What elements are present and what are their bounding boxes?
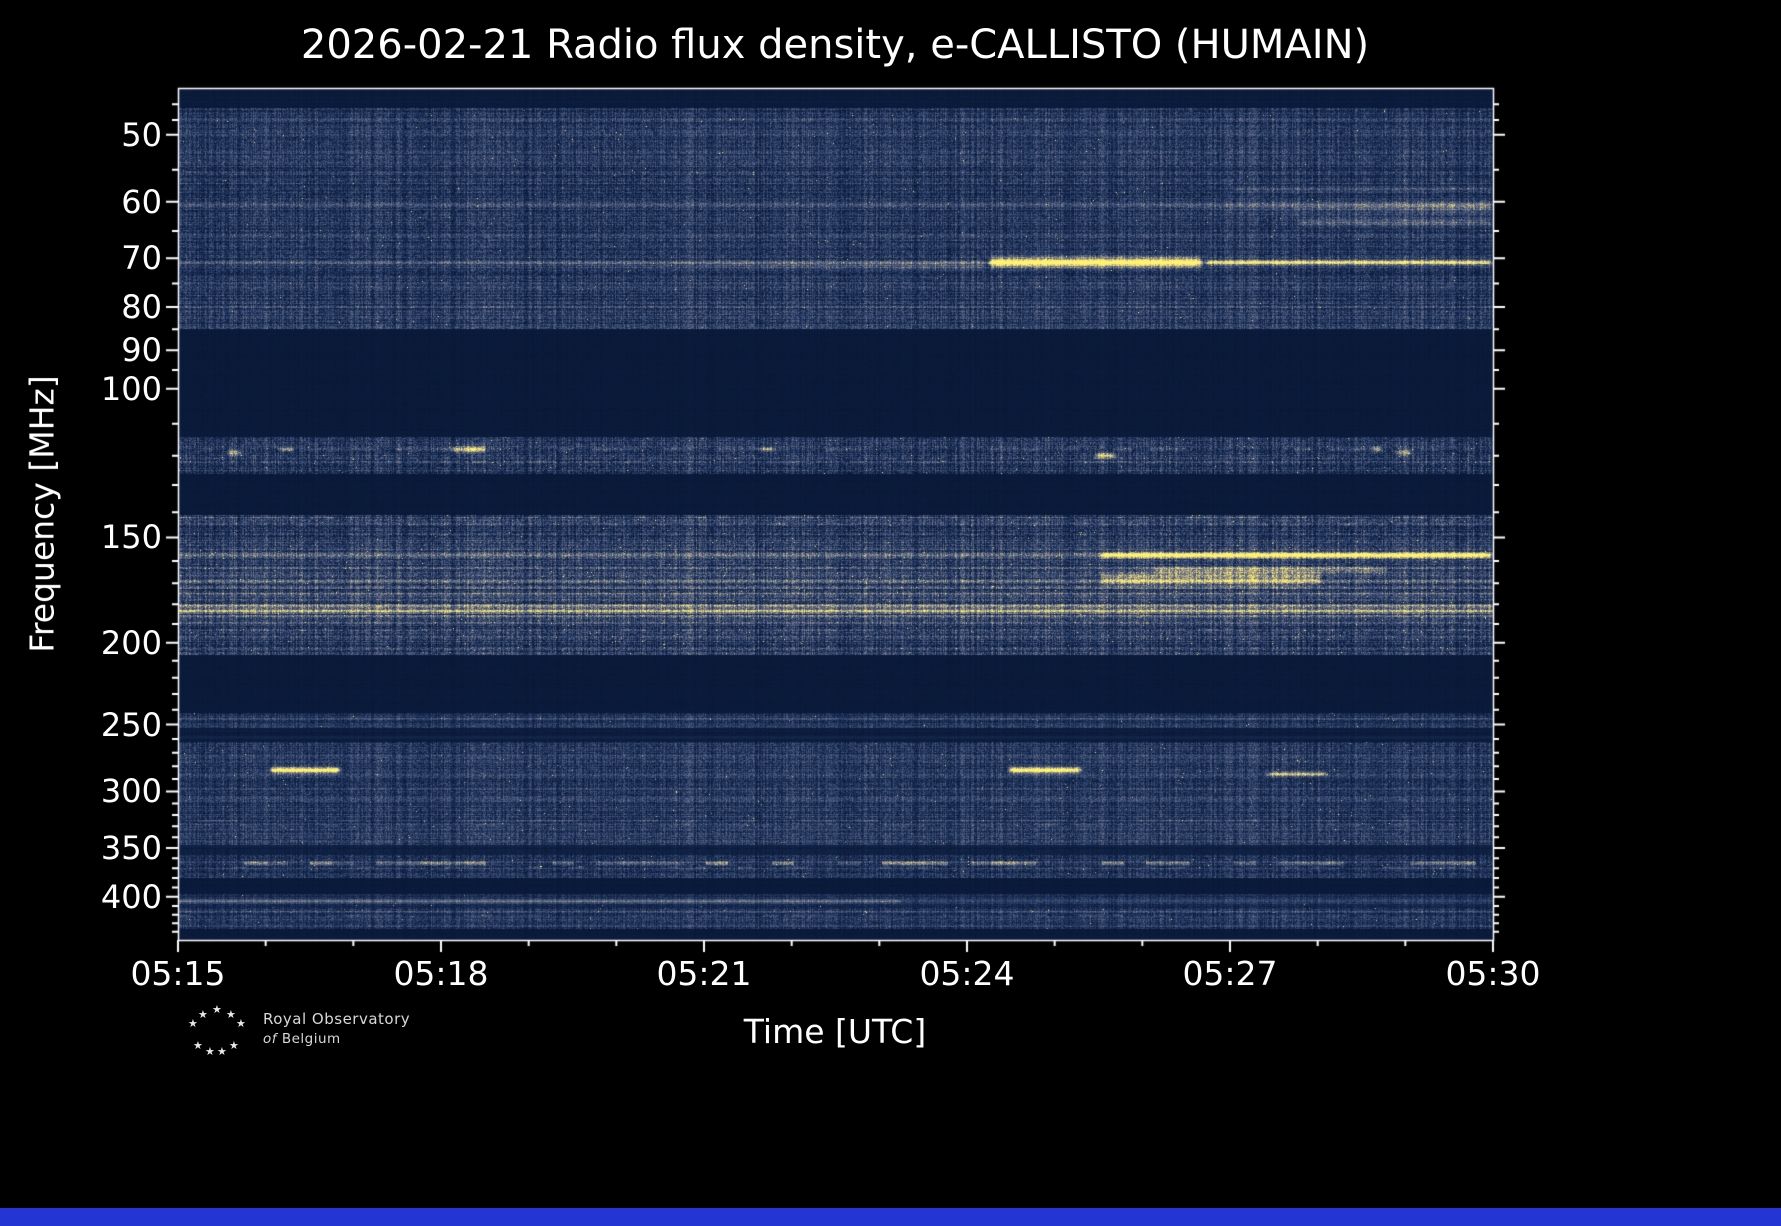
star-icon: ★: [205, 1045, 215, 1058]
chart-title: 2026-02-21 Radio flux density, e-CALLIST…: [300, 22, 1370, 68]
star-icon: ★: [236, 1017, 246, 1030]
star-icon: ★: [212, 1003, 222, 1016]
y-tick-label: 250: [100, 705, 162, 744]
x-axis-label: Time [UTC]: [743, 1012, 927, 1051]
y-tick-label: 350: [100, 828, 162, 867]
footer-bar: [0, 1208, 1781, 1226]
rob-logo: ★ ★ ★ ★ ★ ★ ★ ★ ★ Royal Observatory of Belgium: [185, 1002, 605, 1066]
star-icon: ★: [198, 1008, 208, 1021]
x-tick-label: 05:27: [1182, 954, 1278, 993]
x-tick-label: 05:24: [919, 954, 1015, 993]
y-axis-label: Frequency [MHz]: [22, 375, 62, 653]
y-tick-label: 300: [100, 772, 162, 811]
star-icon: ★: [229, 1039, 239, 1052]
y-tick-label: 90: [121, 331, 162, 370]
y-tick-label: 60: [121, 182, 162, 221]
star-icons: ★ ★ ★ ★ ★ ★ ★ ★ ★: [185, 1004, 249, 1060]
x-tick-label: 05:21: [656, 954, 752, 993]
logo-text: Royal Observatory of Belgium: [263, 1010, 410, 1047]
logo-line2-rest: Belgium: [281, 1031, 341, 1047]
star-icon: ★: [188, 1017, 198, 1030]
x-tick-label: 05:18: [393, 954, 489, 993]
y-tick-label: 50: [121, 115, 162, 154]
y-tick-label: 100: [100, 369, 162, 408]
star-icon: ★: [217, 1045, 227, 1058]
logo-line1: Royal Observatory: [263, 1010, 411, 1028]
y-tick-label: 80: [121, 288, 162, 327]
star-icon: ★: [226, 1008, 236, 1021]
star-icon: ★: [193, 1039, 203, 1052]
logo-line2-of: of: [263, 1031, 278, 1047]
logo-line2: of Belgium: [263, 1031, 410, 1047]
y-tick-label: 400: [100, 877, 162, 916]
x-tick-label: 05:15: [130, 954, 226, 993]
y-tick-label: 200: [100, 623, 162, 662]
x-tick-label: 05:30: [1445, 954, 1541, 993]
y-tick-label: 150: [100, 518, 162, 557]
y-tick-label: 70: [121, 239, 162, 278]
